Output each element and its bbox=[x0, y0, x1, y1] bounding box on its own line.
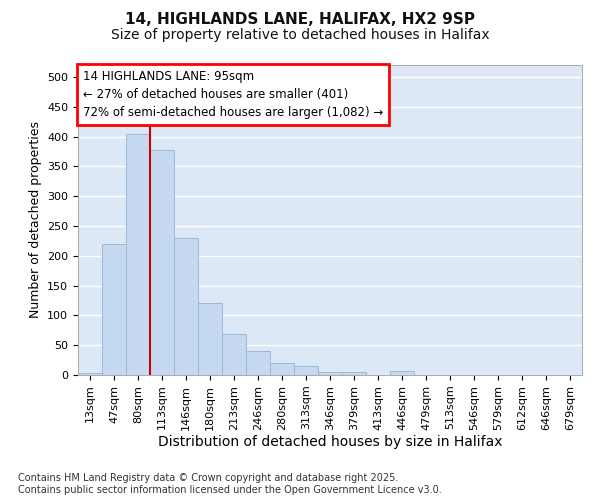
Bar bbox=[246, 351, 270, 375]
Y-axis label: Number of detached properties: Number of detached properties bbox=[29, 122, 41, 318]
Text: Contains HM Land Registry data © Crown copyright and database right 2025.
Contai: Contains HM Land Registry data © Crown c… bbox=[18, 474, 442, 495]
Text: 14, HIGHLANDS LANE, HALIFAX, HX2 9SP: 14, HIGHLANDS LANE, HALIFAX, HX2 9SP bbox=[125, 12, 475, 28]
Bar bbox=[198, 304, 222, 375]
Bar bbox=[294, 366, 318, 375]
Bar bbox=[102, 244, 126, 375]
Text: Size of property relative to detached houses in Halifax: Size of property relative to detached ho… bbox=[110, 28, 490, 42]
Bar bbox=[342, 372, 366, 375]
Bar bbox=[318, 372, 342, 375]
Bar bbox=[390, 371, 414, 375]
X-axis label: Distribution of detached houses by size in Halifax: Distribution of detached houses by size … bbox=[158, 436, 502, 450]
Bar bbox=[270, 363, 294, 375]
Bar bbox=[174, 238, 198, 375]
Bar bbox=[150, 150, 174, 375]
Bar bbox=[78, 373, 102, 375]
Text: 14 HIGHLANDS LANE: 95sqm
← 27% of detached houses are smaller (401)
72% of semi-: 14 HIGHLANDS LANE: 95sqm ← 27% of detach… bbox=[83, 70, 383, 118]
Bar bbox=[222, 334, 246, 375]
Bar bbox=[126, 134, 150, 375]
